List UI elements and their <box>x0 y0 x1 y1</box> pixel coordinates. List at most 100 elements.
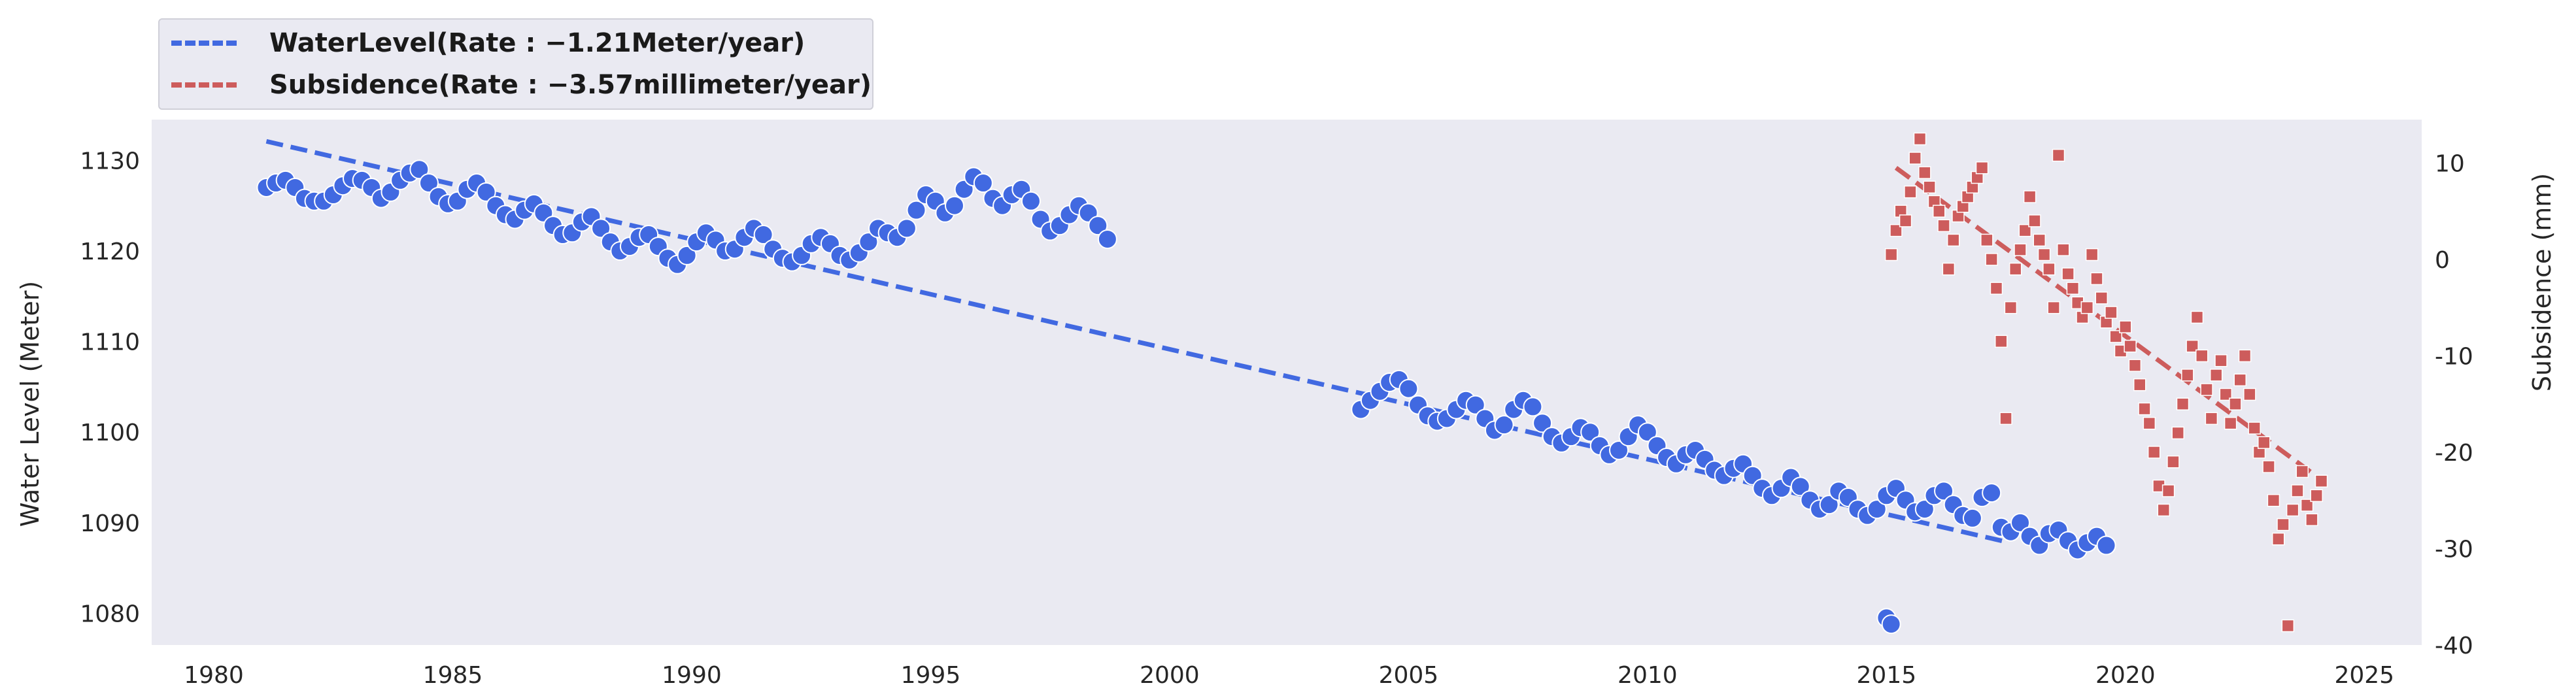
water-level-point-17 <box>418 173 439 193</box>
subsidence-point-85 <box>2291 484 2304 497</box>
x-tick-label: 1985 <box>423 662 483 689</box>
subsidence-point-51 <box>2128 359 2142 372</box>
subsidence-point-0 <box>1884 248 1898 261</box>
subsidence-point-52 <box>2133 378 2146 391</box>
subsidence-point-79 <box>2262 460 2275 473</box>
subsidence-point-37 <box>2061 267 2075 280</box>
water-level-point-101 <box>1465 395 1485 415</box>
water-level-point-119 <box>1637 422 1657 442</box>
legend-item-subsidence: Subsidence(Rate : −3.57millimeter/year) <box>171 67 872 103</box>
subsidence-point-13 <box>1946 233 1960 247</box>
subsidence-point-1 <box>1890 224 1903 237</box>
subsidence-point-47 <box>2109 330 2122 343</box>
water-level-point-116 <box>1609 440 1629 460</box>
subsidence-point-43 <box>2090 272 2103 286</box>
subsidence-point-6 <box>1913 132 1927 146</box>
legend: WaterLevel(Rate : −1.21Meter/year) Subsi… <box>158 18 873 110</box>
water-level-point-150 <box>1934 481 1954 501</box>
y2-tick-label: -10 <box>2435 343 2473 370</box>
y2-tick-label: -20 <box>2435 440 2473 467</box>
subsidence-point-69 <box>2214 354 2228 367</box>
water-level-point-16 <box>409 159 430 180</box>
subsidence-point-74 <box>2238 349 2252 363</box>
subsidence-point-76 <box>2248 422 2261 435</box>
water-level-point-113 <box>1580 422 1601 442</box>
water-level-point-63 <box>858 232 879 252</box>
subsidence-point-38 <box>2066 282 2080 295</box>
subsidence-point-84 <box>2286 503 2299 517</box>
subsidence-point-41 <box>2080 301 2094 314</box>
subsidence-point-4 <box>1904 185 1917 199</box>
y2-tick-label: -40 <box>2435 633 2473 659</box>
subsidence-point-59 <box>2167 455 2180 469</box>
water-level-point-44 <box>677 245 697 265</box>
y-tick-label: 1110 <box>80 329 140 356</box>
subsidence-point-10 <box>1932 205 1946 218</box>
subsidence-point-7 <box>1918 166 1931 179</box>
water-level-point-169 <box>1881 614 1901 635</box>
subsidence-point-29 <box>2023 190 2037 203</box>
subsidence-point-68 <box>2209 369 2223 382</box>
water-level-point-135 <box>1790 476 1810 497</box>
water-level-point-52 <box>753 225 773 245</box>
water-level-point-107 <box>1523 397 1543 417</box>
water-level-point-68 <box>906 200 926 220</box>
subsidence-point-80 <box>2267 493 2280 507</box>
subsidence-point-61 <box>2176 397 2190 410</box>
subsidence-point-87 <box>2300 499 2314 512</box>
legend-dashed-line-red <box>171 82 237 88</box>
x-tick-label: 1980 <box>184 662 244 689</box>
subsidence-point-78 <box>2258 436 2271 449</box>
subsidence-point-64 <box>2190 310 2204 324</box>
y-axis-label: Water Level (Meter) <box>16 280 44 527</box>
subsidence-point-49 <box>2119 320 2132 333</box>
legend-dashed-line-blue <box>171 41 237 46</box>
x-tick-label: 1990 <box>662 662 722 689</box>
water-level-point-23 <box>476 182 496 202</box>
subsidence-point-82 <box>2277 518 2290 531</box>
subsidence-point-24 <box>1999 412 2012 425</box>
x-tick-label: 2020 <box>2095 662 2156 689</box>
water-level-point-87 <box>1088 216 1108 236</box>
x-tick-label: 2010 <box>1618 662 1678 689</box>
subsidence-point-20 <box>1980 233 1993 247</box>
water-level-point-72 <box>944 195 964 216</box>
subsidence-point-8 <box>1923 180 1936 194</box>
subsidence-point-86 <box>2296 465 2309 478</box>
y-axis-ticks: 1080 1090 1100 1110 1120 1130 <box>80 148 140 627</box>
subsidence-point-44 <box>2095 291 2109 305</box>
subsidence-point-83 <box>2281 619 2295 633</box>
subsidence-point-63 <box>2186 339 2199 353</box>
water-level-point-80 <box>1021 191 1041 211</box>
subsidence-point-35 <box>2052 148 2065 162</box>
water-level-point-155 <box>1982 483 2002 503</box>
y-tick-label: 1090 <box>80 510 140 537</box>
legend-item-water-level: WaterLevel(Rate : −1.21Meter/year) <box>171 25 805 61</box>
water-level-point-75 <box>973 173 993 193</box>
subsidence-point-66 <box>2200 383 2213 396</box>
subsidence-point-25 <box>2004 301 2018 314</box>
subsidence-point-19 <box>1975 161 1989 174</box>
subsidence-point-75 <box>2243 388 2256 401</box>
x-tick-label: 2025 <box>2334 662 2394 689</box>
subsidence-point-67 <box>2205 412 2218 425</box>
water-level-point-104 <box>1494 415 1514 435</box>
subsidence-point-31 <box>2033 233 2046 247</box>
water-level-point-167 <box>2096 535 2116 555</box>
water-level-point-148 <box>1914 499 1935 520</box>
subsidence-point-28 <box>2018 224 2032 237</box>
x-tick-label: 2005 <box>1379 662 1439 689</box>
subsidence-point-50 <box>2124 339 2137 353</box>
subsidence-point-58 <box>2161 484 2175 497</box>
y2-tick-label: 0 <box>2435 247 2450 274</box>
y-tick-label: 1120 <box>80 239 140 265</box>
subsidence-point-36 <box>2057 243 2070 256</box>
subsidence-point-89 <box>2310 489 2323 503</box>
subsidence-point-21 <box>1985 253 1998 266</box>
subsidence-point-23 <box>1995 335 2008 348</box>
x-axis-ticks: 1980 1985 1990 1995 2000 2005 2010 2015 2020 2025 <box>184 662 2394 689</box>
legend-label-subsidence: Subsidence(Rate : −3.57millimeter/year) <box>269 70 872 100</box>
subsidence-point-60 <box>2171 426 2184 440</box>
water-level-point-108 <box>1533 413 1553 433</box>
